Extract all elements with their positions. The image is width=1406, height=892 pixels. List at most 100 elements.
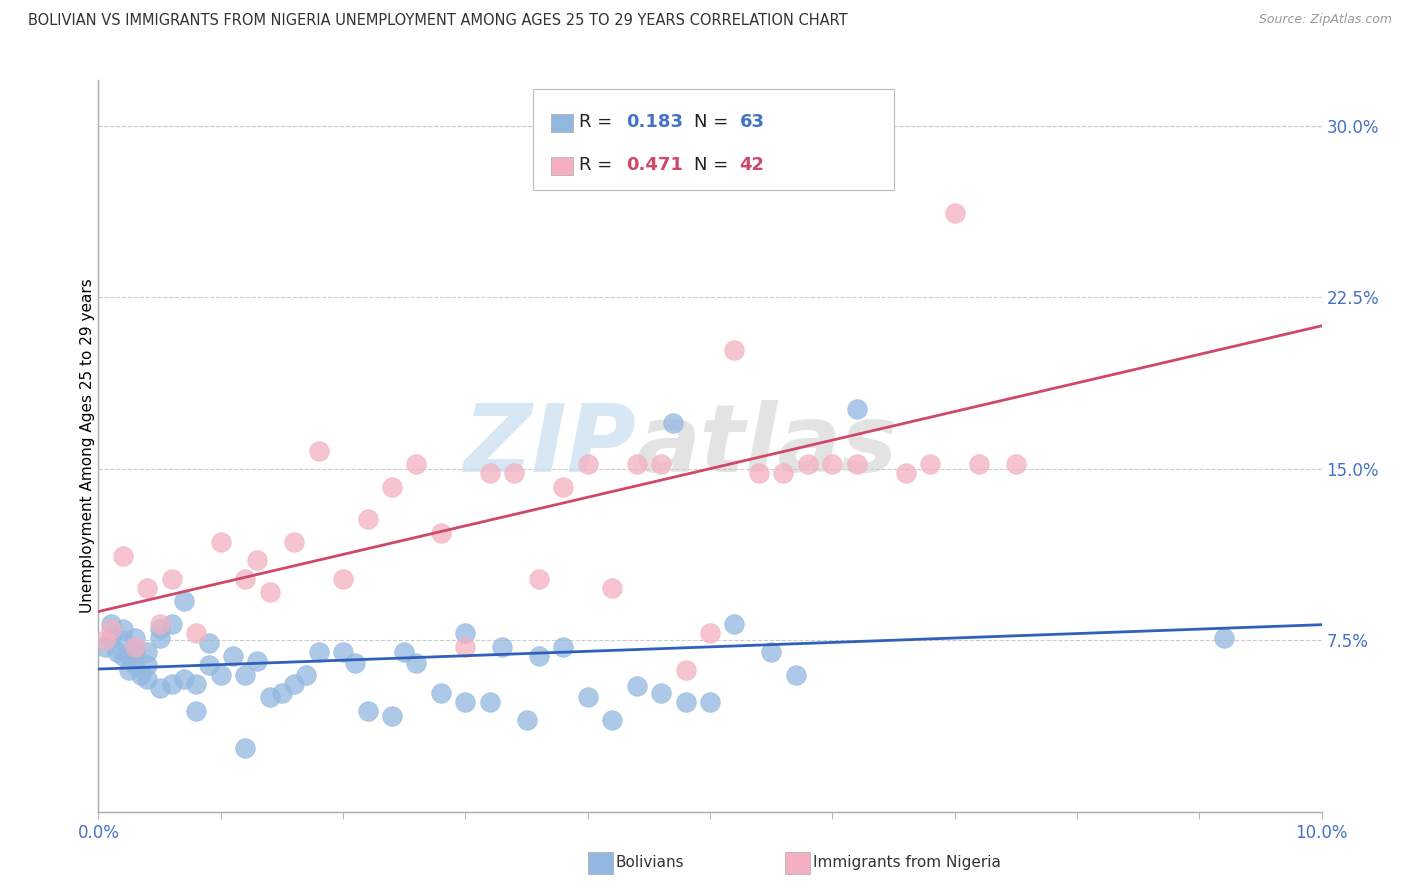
Point bbox=[430, 525, 453, 540]
Point bbox=[259, 585, 281, 599]
Point bbox=[233, 740, 256, 755]
Point bbox=[870, 137, 893, 152]
Point bbox=[160, 676, 183, 690]
Point bbox=[675, 663, 697, 677]
Text: Immigrants from Nigeria: Immigrants from Nigeria bbox=[813, 855, 1001, 870]
Point bbox=[626, 679, 648, 693]
FancyBboxPatch shape bbox=[551, 157, 574, 175]
Text: atlas: atlas bbox=[637, 400, 898, 492]
Point bbox=[136, 581, 159, 595]
Point bbox=[100, 617, 122, 632]
Point bbox=[149, 617, 172, 632]
Point bbox=[491, 640, 513, 655]
Point bbox=[160, 617, 183, 632]
Text: 0.471: 0.471 bbox=[626, 156, 682, 174]
Point bbox=[527, 649, 550, 664]
Point bbox=[197, 658, 219, 673]
Point bbox=[197, 635, 219, 649]
Point bbox=[650, 458, 672, 472]
Point bbox=[124, 658, 146, 673]
Text: N =: N = bbox=[695, 112, 734, 131]
Point bbox=[111, 633, 134, 648]
Point bbox=[111, 622, 134, 636]
Point bbox=[845, 458, 868, 472]
Point bbox=[186, 704, 208, 718]
Point bbox=[381, 480, 404, 494]
Point bbox=[105, 645, 128, 659]
Point bbox=[430, 686, 453, 700]
Point bbox=[149, 681, 172, 696]
FancyBboxPatch shape bbox=[551, 113, 574, 132]
Point bbox=[785, 667, 807, 681]
Point bbox=[270, 686, 292, 700]
Point bbox=[246, 654, 269, 668]
Point bbox=[209, 667, 232, 681]
Point bbox=[93, 633, 115, 648]
Point bbox=[454, 695, 477, 709]
Point bbox=[675, 695, 697, 709]
Text: ZIP: ZIP bbox=[464, 400, 637, 492]
Point bbox=[124, 640, 146, 655]
Point bbox=[392, 645, 416, 659]
Point bbox=[111, 549, 134, 563]
Point bbox=[723, 617, 745, 632]
Point bbox=[186, 626, 208, 640]
Point bbox=[100, 622, 122, 636]
Point bbox=[118, 649, 141, 664]
Text: N =: N = bbox=[695, 156, 734, 174]
Point bbox=[136, 672, 159, 686]
Text: Bolivians: Bolivians bbox=[616, 855, 685, 870]
Point bbox=[233, 667, 256, 681]
Point bbox=[124, 631, 146, 645]
Point bbox=[600, 581, 623, 595]
Text: 63: 63 bbox=[740, 112, 765, 131]
Point bbox=[332, 572, 354, 586]
Point bbox=[381, 708, 404, 723]
Point bbox=[662, 416, 685, 430]
Point bbox=[772, 467, 794, 481]
Point bbox=[478, 467, 501, 481]
Point bbox=[600, 714, 623, 728]
Point bbox=[100, 631, 122, 645]
Point bbox=[553, 480, 575, 494]
Point bbox=[405, 656, 427, 670]
Point bbox=[356, 512, 378, 526]
Point bbox=[222, 649, 245, 664]
Point bbox=[1004, 458, 1026, 472]
Point bbox=[845, 402, 868, 417]
Point bbox=[516, 714, 538, 728]
Point bbox=[759, 645, 782, 659]
Point bbox=[308, 443, 330, 458]
Text: Source: ZipAtlas.com: Source: ZipAtlas.com bbox=[1258, 13, 1392, 27]
Point bbox=[111, 649, 134, 664]
Point bbox=[894, 467, 917, 481]
Point bbox=[626, 458, 648, 472]
Point bbox=[920, 458, 942, 472]
Text: R =: R = bbox=[579, 156, 619, 174]
Point bbox=[454, 640, 477, 655]
Point bbox=[173, 672, 195, 686]
Text: 0.183: 0.183 bbox=[626, 112, 683, 131]
Point bbox=[478, 695, 501, 709]
Point bbox=[503, 467, 526, 481]
Point bbox=[553, 640, 575, 655]
Point bbox=[943, 206, 966, 220]
Point bbox=[797, 458, 820, 472]
Point bbox=[186, 676, 208, 690]
Y-axis label: Unemployment Among Ages 25 to 29 years: Unemployment Among Ages 25 to 29 years bbox=[80, 278, 94, 614]
Text: BOLIVIAN VS IMMIGRANTS FROM NIGERIA UNEMPLOYMENT AMONG AGES 25 TO 29 YEARS CORRE: BOLIVIAN VS IMMIGRANTS FROM NIGERIA UNEM… bbox=[28, 13, 848, 29]
Point bbox=[1212, 631, 1234, 645]
Point bbox=[454, 626, 477, 640]
Point bbox=[405, 458, 427, 472]
Point bbox=[149, 631, 172, 645]
Point bbox=[821, 458, 844, 472]
Point bbox=[723, 343, 745, 357]
Point bbox=[748, 467, 770, 481]
Point bbox=[699, 695, 721, 709]
Point bbox=[650, 686, 672, 700]
Point bbox=[332, 645, 354, 659]
Text: 42: 42 bbox=[740, 156, 765, 174]
Point bbox=[233, 572, 256, 586]
Point bbox=[246, 553, 269, 567]
Point bbox=[527, 572, 550, 586]
